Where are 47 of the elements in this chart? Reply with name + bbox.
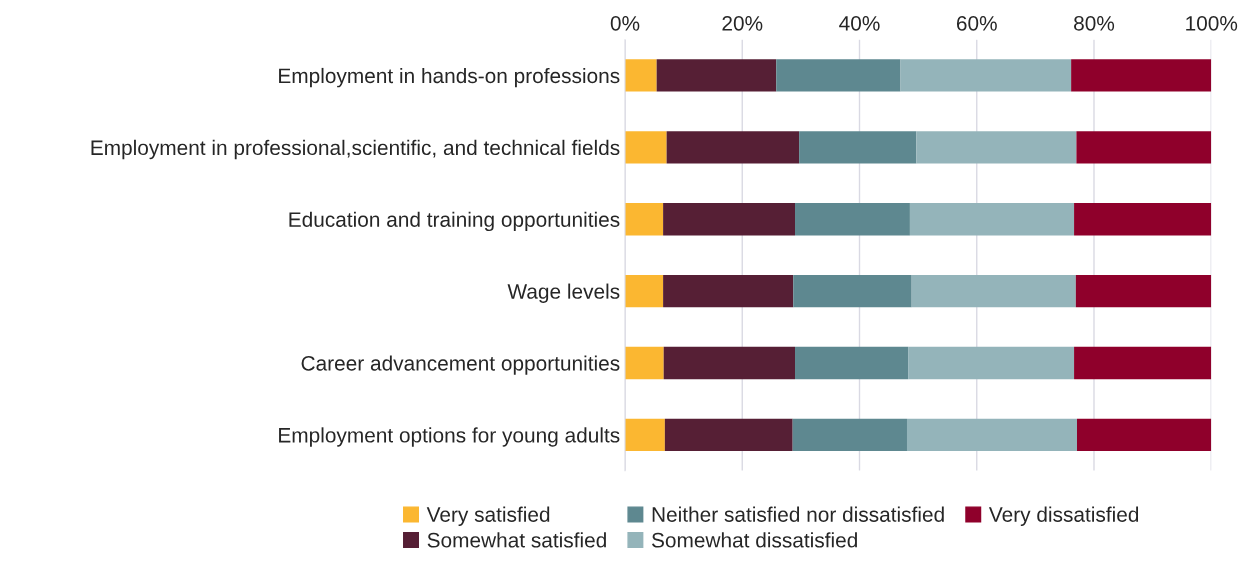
x-tick-label: 80% [1074, 15, 1115, 31]
y-tick-label: Education and training opportunities [289, 211, 620, 232]
x-tick-label: 0% [610, 15, 640, 31]
bar [908, 346, 1075, 380]
bar [656, 59, 777, 92]
legend-label: Very dissatisfied [988, 506, 1139, 527]
y-tick-label: Employment options for young adults [279, 427, 620, 447]
legend-label: Very satisfied [426, 506, 550, 527]
bar [625, 203, 664, 236]
bar [625, 346, 664, 380]
bar [900, 59, 1072, 92]
y-tick-label: Employment in professional,scientific, and technical fields [91, 139, 620, 160]
bar [799, 131, 917, 164]
bar [625, 418, 665, 452]
legend-label: Neither satisfied nor dissatisfied [652, 506, 944, 522]
bar [625, 274, 664, 308]
bar [663, 203, 796, 236]
bar [911, 274, 1076, 308]
bar [906, 418, 1077, 452]
bar [1077, 418, 1212, 452]
x-tick-label: 100% [1186, 15, 1238, 31]
legend-label: Somewhat dissatisfied [651, 532, 857, 548]
y-tick-label: Wage levels [507, 283, 620, 303]
x-tick-label: 60% [956, 15, 997, 31]
bar [793, 274, 912, 308]
bar [1071, 59, 1212, 92]
bar [795, 346, 909, 380]
bar [664, 418, 793, 452]
x-tick-label: 20% [722, 15, 763, 31]
bar [625, 59, 657, 92]
bar [795, 203, 910, 236]
legend-label: Somewhat satisfied [427, 532, 606, 548]
x-tick-label: 40% [839, 15, 880, 31]
bar [909, 203, 1075, 236]
bar [916, 131, 1077, 164]
y-tick-label: Career advancement opportunities [301, 355, 620, 375]
bar [663, 274, 794, 308]
bar [776, 59, 901, 92]
bar [1076, 131, 1212, 164]
bar [1075, 274, 1212, 308]
bar [792, 418, 907, 452]
bar [1074, 346, 1212, 380]
bar [666, 131, 800, 164]
bar [663, 346, 796, 380]
bar [625, 131, 667, 164]
y-tick-label: Employment in hands-on professions [279, 67, 620, 88]
bar [1074, 203, 1212, 236]
